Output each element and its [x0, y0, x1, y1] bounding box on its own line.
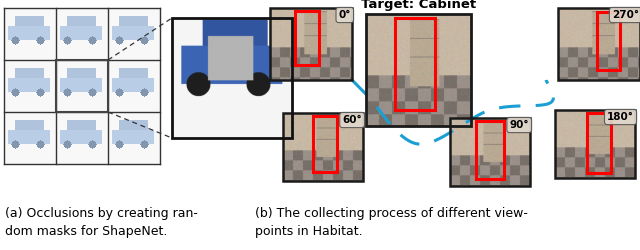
Bar: [270, 8, 352, 80]
Bar: [558, 8, 640, 80]
Bar: [555, 110, 635, 178]
Bar: [56, 60, 108, 112]
Bar: [450, 118, 530, 186]
Text: (b) The collecting process of different view-
points in Habitat.: (b) The collecting process of different …: [255, 207, 528, 238]
Bar: [283, 113, 363, 181]
Text: (a) Occlusions by creating ran-
dom masks for ShapeNet.: (a) Occlusions by creating ran- dom mask…: [5, 207, 198, 238]
Bar: [396, 18, 435, 110]
Text: 0°: 0°: [339, 10, 351, 20]
Text: 60°: 60°: [342, 115, 362, 125]
Bar: [476, 121, 504, 179]
Text: 180°: 180°: [607, 112, 634, 122]
Text: 90°: 90°: [509, 120, 529, 130]
Bar: [597, 12, 620, 70]
Bar: [587, 113, 611, 172]
Text: 270°: 270°: [612, 10, 639, 20]
Bar: [366, 14, 471, 126]
Bar: [314, 116, 337, 172]
Bar: [172, 18, 292, 138]
Text: Target: Cabinet: Target: Cabinet: [361, 0, 476, 11]
Bar: [294, 11, 319, 65]
